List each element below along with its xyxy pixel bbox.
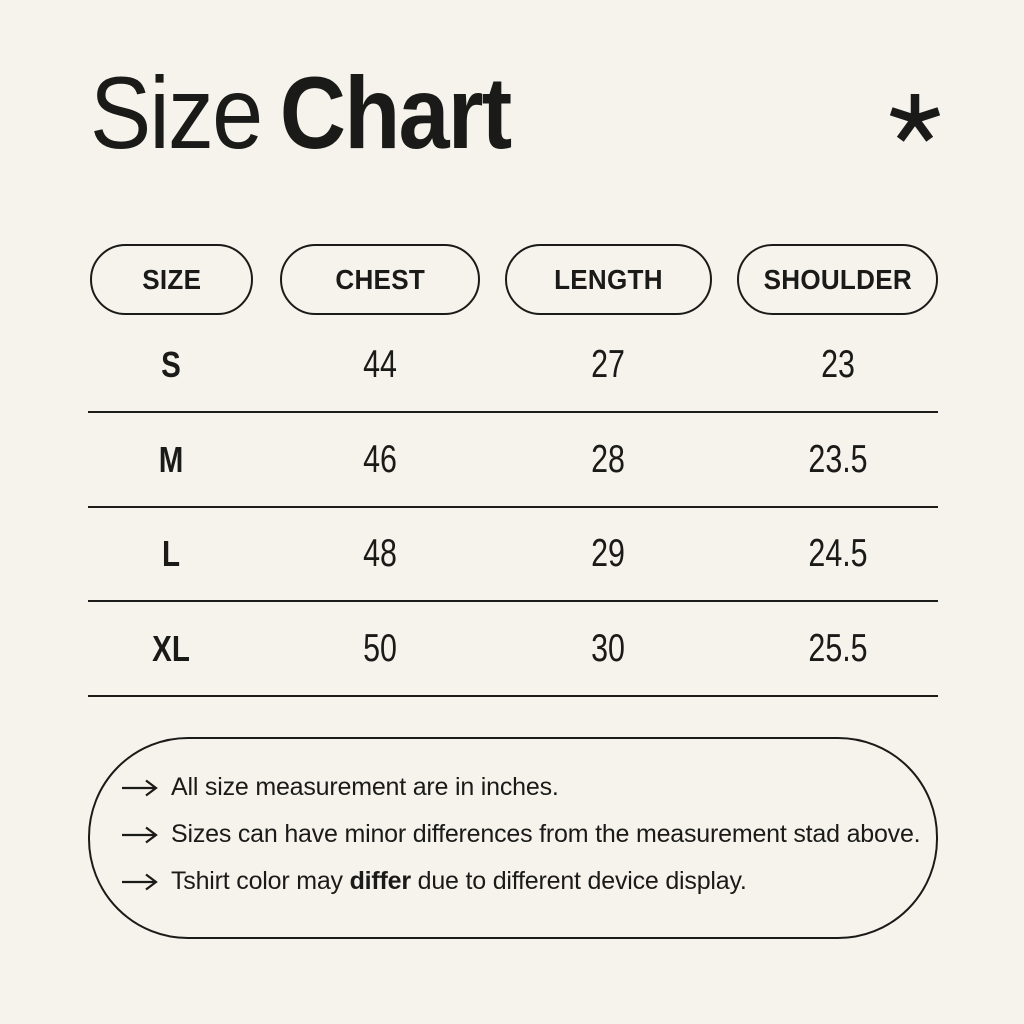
shoulder-cell: 24.5 (800, 532, 876, 576)
note-text: Tshirt color may differ due to different… (171, 869, 747, 894)
size-cell: L (160, 533, 182, 575)
cell-text: M (158, 438, 184, 480)
chest-cell: 48 (358, 532, 401, 576)
cell-text: 44 (363, 342, 397, 386)
cell-text: 27 (591, 342, 625, 386)
size-cell: S (159, 344, 183, 386)
cell-text: 48 (363, 532, 397, 575)
column-header-length-label: LENGTH (554, 263, 663, 295)
note-text: All size measurement are in inches. (171, 773, 559, 801)
size-cell: XL (148, 628, 194, 670)
cell-text: 46 (363, 437, 397, 481)
table-row-l: L 48 29 24.5 (88, 508, 938, 602)
table-row-xl: XL 50 30 25.5 (88, 602, 938, 697)
cell-text: 25.5 (808, 626, 868, 670)
length-cell: 28 (586, 438, 629, 482)
chest-cell: 50 (358, 627, 401, 671)
column-header-size: SIZE (90, 244, 253, 315)
cell-text: 23 (821, 342, 855, 386)
shoulder-cell: 25.5 (800, 627, 876, 671)
note-item: Sizes can have minor differences from th… (120, 811, 921, 858)
arrow-right-icon (122, 826, 158, 843)
note-text: Sizes can have minor differences from th… (171, 820, 921, 848)
shoulder-cell: 23 (816, 343, 859, 387)
asterisk-icon (890, 94, 940, 142)
column-header-shoulder-label: SHOULDER (763, 263, 912, 295)
cell-text: 28 (591, 437, 625, 481)
length-cell: 30 (586, 627, 629, 671)
cell-text: S (161, 343, 181, 385)
cell-text: 30 (591, 626, 625, 670)
shoulder-cell: 23.5 (800, 438, 876, 482)
page-title: Size Chart (90, 62, 512, 164)
arrow-right-icon (122, 779, 158, 796)
column-header-size-label: SIZE (142, 263, 201, 295)
notes-panel: All size measurement are in inches. Size… (88, 737, 938, 939)
cell-text: 50 (363, 626, 397, 670)
note-text-pre: Tshirt color may (171, 867, 350, 895)
cell-text: 29 (591, 532, 625, 575)
cell-text: 24.5 (808, 532, 868, 575)
cell-text: 23.5 (808, 437, 868, 481)
cell-text: XL (152, 627, 190, 669)
title-word-size: Size (90, 56, 263, 170)
size-table: S 44 27 23 M 46 28 23.5 L 48 29 24.5 XL … (88, 318, 938, 697)
column-header-chest-label: CHEST (335, 263, 425, 295)
length-cell: 29 (586, 532, 629, 576)
note-text-post: due to different device display. (410, 867, 747, 895)
note-item: All size measurement are in inches. (120, 764, 896, 811)
size-cell: M (156, 439, 186, 481)
chest-cell: 46 (358, 438, 401, 482)
note-item: Tshirt color may differ due to different… (120, 858, 896, 905)
length-cell: 27 (586, 343, 629, 387)
column-header-chest: CHEST (280, 244, 480, 315)
arrow-right-icon (122, 873, 158, 890)
table-row-m: M 46 28 23.5 (88, 413, 938, 508)
column-header-length: LENGTH (505, 244, 712, 315)
cell-text: L (161, 533, 181, 574)
note-text-bold: differ (349, 867, 412, 895)
chest-cell: 44 (358, 343, 401, 387)
column-header-shoulder: SHOULDER (737, 244, 938, 315)
title-word-chart: Chart (279, 56, 513, 170)
table-row-s: S 44 27 23 (88, 318, 938, 413)
